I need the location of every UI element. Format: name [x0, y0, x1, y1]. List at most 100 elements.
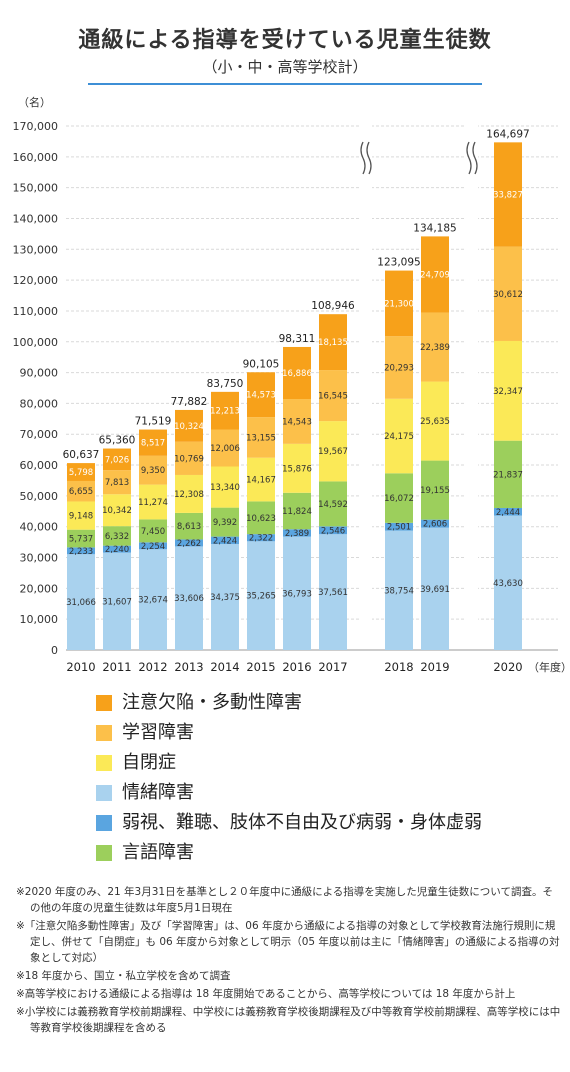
legend-swatch: [96, 845, 112, 861]
x-tick-label: 2013: [174, 660, 203, 674]
total-value-label: 60,637: [63, 449, 100, 461]
segment-value-label: 5,737: [69, 535, 93, 545]
bar-segment: [283, 346, 311, 400]
bar-segment: [494, 507, 522, 516]
bar-segment: [421, 236, 449, 313]
segment-value-label: 14,543: [282, 417, 312, 427]
legend-swatch: [96, 755, 112, 771]
footnotes: ※2020 年度のみ、21 年3月31日を基準とし２０年度中に通級による指導を実…: [16, 884, 561, 1038]
legend-swatch: [96, 785, 112, 801]
segment-value-label: 37,561: [318, 588, 348, 598]
x-tick-label: 2018: [384, 660, 413, 674]
y-tick-label: 100,000: [13, 336, 59, 349]
bar-segment: [421, 527, 449, 650]
x-tick-label: 2012: [138, 660, 167, 674]
title-underline: [88, 83, 482, 85]
bar-segment: [175, 409, 203, 442]
y-tick-label: 120,000: [13, 274, 59, 287]
bar-segment: [385, 270, 413, 337]
total-value-label: 71,519: [135, 416, 172, 428]
bar-segment: [67, 529, 95, 548]
stacked-bar-chart: 0 10,000 20,000 30,000 40,000 50,000 60,000 70,…: [13, 95, 570, 674]
legend-label: 自閉症: [122, 752, 176, 773]
segment-value-label: 19,567: [318, 447, 348, 457]
segment-value-label: 2,240: [105, 545, 129, 555]
segment-value-label: 36,793: [282, 589, 312, 599]
bar-segment: [139, 455, 167, 485]
y-tick-label: 80,000: [20, 397, 59, 410]
x-tick-label: 2015: [246, 660, 275, 674]
footnote: ※小学校には義務教育学校前期課程、中学校には義務教育学校後期課程及び中等教育学校…: [16, 1006, 561, 1034]
bar-segment: [247, 541, 275, 650]
x-tick-label: 2011: [102, 660, 131, 674]
segment-value-label: 33,827: [493, 190, 523, 200]
segment-value-label: 15,876: [282, 464, 312, 474]
segment-value-label: 11,824: [282, 507, 312, 517]
bar-segment: [421, 381, 449, 461]
y-tick-label: 110,000: [13, 305, 59, 318]
segment-value-label: 2,389: [285, 529, 309, 539]
segment-value-label: 10,623: [246, 514, 276, 524]
bar-segment: [494, 246, 522, 341]
segment-value-label: 5,798: [69, 468, 93, 478]
bar-segment: [385, 473, 413, 523]
legend-label: 弱視、難聴、肢体不自由及び病弱・身体虚弱: [122, 812, 482, 833]
y-tick-label: 170,000: [13, 120, 59, 133]
bar-segment: [385, 398, 413, 474]
segment-value-label: 6,655: [69, 487, 93, 497]
axis-breaks: [360, 124, 478, 649]
bar-segment: [175, 512, 203, 540]
bar-segment: [67, 463, 95, 481]
bar-segment: [319, 481, 347, 527]
y-tick-label: 70,000: [20, 428, 59, 441]
segment-value-label: 8,613: [177, 522, 201, 532]
bar-segment: [103, 494, 131, 527]
bar-segment: [211, 429, 239, 467]
segment-value-label: 2,322: [249, 534, 273, 544]
segment-value-label: 8,517: [141, 439, 165, 449]
bar-segment: [247, 457, 275, 502]
segment-value-label: 25,635: [420, 417, 450, 427]
segment-value-label: 7,450: [141, 527, 165, 537]
segment-value-label: 2,444: [496, 508, 520, 518]
bar-segment: [67, 480, 95, 502]
total-value-label: 108,946: [311, 300, 355, 312]
segment-value-label: 32,674: [138, 596, 168, 606]
segment-value-label: 7,813: [105, 478, 129, 488]
segment-value-label: 32,347: [493, 387, 523, 397]
bar-segment: [211, 544, 239, 650]
segment-value-label: 2,424: [213, 536, 237, 546]
segment-value-label: 9,350: [141, 466, 165, 476]
break-gap: [466, 124, 478, 649]
bar-segment: [421, 519, 449, 528]
legend-label: 情緒障害: [122, 782, 194, 803]
bar-segment: [283, 399, 311, 444]
bar-segment: [211, 466, 239, 508]
y-axis-ticks: 0 10,000 20,000 30,000 40,000 50,000 60,000 70,…: [13, 120, 59, 657]
segment-value-label: 10,769: [174, 454, 204, 464]
segment-value-label: 24,175: [384, 432, 414, 442]
segment-value-label: 35,265: [246, 592, 276, 602]
segment-value-label: 39,691: [420, 585, 450, 595]
segment-value-label: 12,213: [210, 407, 240, 417]
bar-segment: [103, 526, 131, 546]
segment-value-label: 30,612: [493, 290, 523, 300]
segment-value-label: 31,066: [66, 598, 96, 608]
x-tick-label: 2020: [493, 660, 522, 674]
axis-break-mark: [360, 141, 366, 175]
footnote: ※高等学校における通級による指導は 18 年度開始であることから、高等学校につい…: [16, 988, 516, 1000]
total-value-label: 83,750: [207, 378, 244, 390]
y-tick-label: 30,000: [20, 552, 59, 565]
bar-segment: [67, 501, 95, 530]
segment-value-label: 16,886: [282, 369, 312, 379]
bar-segment: [211, 507, 239, 537]
bar-segment: [139, 542, 167, 550]
segment-value-label: 16,545: [318, 392, 348, 402]
bar-segment: [319, 534, 347, 650]
x-tick-label: 2016: [282, 660, 311, 674]
segment-value-label: 14,167: [246, 476, 276, 486]
bar-segment: [103, 545, 131, 553]
segment-value-label: 20,293: [384, 364, 414, 374]
bar-segment: [175, 539, 203, 547]
chart-title: 通級による指導を受けている児童生徒数: [78, 28, 492, 53]
